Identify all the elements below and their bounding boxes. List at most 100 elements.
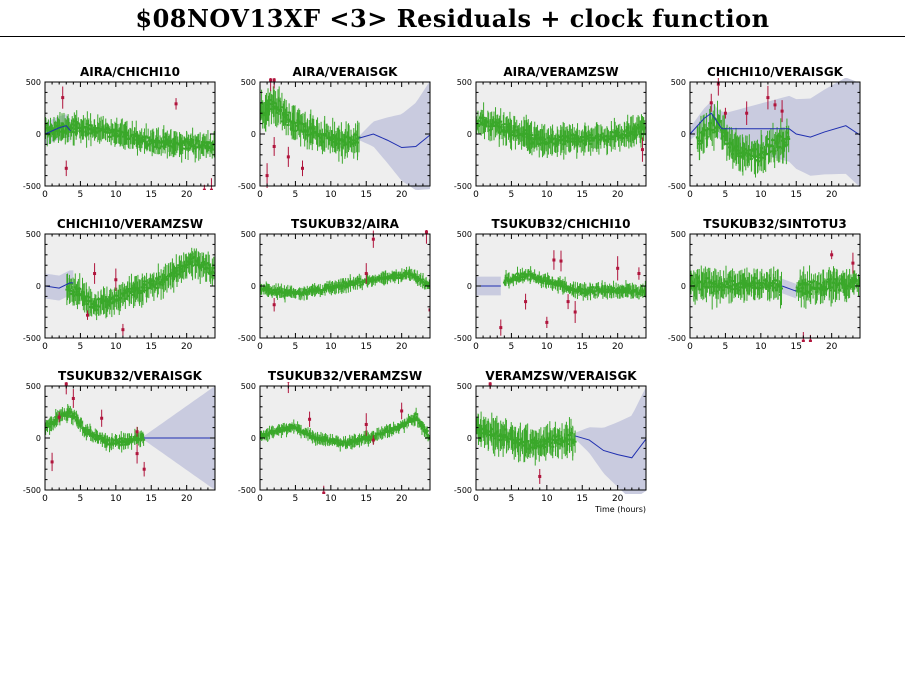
- x-tick-label: 5: [293, 342, 299, 352]
- x-tick-label: 10: [541, 342, 553, 352]
- flagged-point: [745, 111, 749, 115]
- x-tick-label: 0: [42, 342, 48, 352]
- baseline-title: TSUKUB32/VERAMZSW: [268, 369, 422, 383]
- x-tick-label: 5: [293, 190, 299, 200]
- flagged-point: [709, 101, 713, 105]
- x-tick-label: 10: [110, 342, 122, 352]
- flagged-point: [308, 417, 312, 421]
- y-tick-label: -500: [238, 182, 256, 191]
- flagged-point: [524, 300, 528, 304]
- x-tick-label: 15: [361, 342, 372, 352]
- flagged-point: [64, 382, 68, 386]
- x-tick-label: 15: [146, 342, 157, 352]
- x-tick-label: 5: [723, 190, 729, 200]
- y-tick-label: 0: [467, 434, 472, 443]
- flagged-point: [50, 460, 54, 464]
- y-tick-label: 500: [457, 382, 472, 391]
- flagged-point: [272, 303, 276, 307]
- flagged-point: [723, 111, 727, 115]
- flagged-point: [773, 103, 777, 107]
- flagged-point: [265, 174, 269, 178]
- x-tick-label: 20: [181, 494, 193, 504]
- baseline-title: VERAMZSW/VERAISGK: [485, 369, 637, 383]
- y-tick-label: -500: [454, 486, 472, 495]
- y-tick-label: -500: [668, 182, 686, 191]
- flagged-point: [640, 148, 644, 152]
- x-tick-label: 15: [577, 342, 588, 352]
- x-tick-label: 10: [755, 342, 767, 352]
- baseline-title: TSUKUB32/AIRA: [291, 217, 400, 231]
- x-tick-label: 10: [541, 190, 553, 200]
- x-tick-label: 20: [826, 190, 838, 200]
- y-tick-label: -500: [23, 334, 41, 343]
- baseline-title: AIRA/VERAMZSW: [503, 65, 618, 79]
- y-tick-label: 500: [26, 78, 41, 87]
- y-tick-label: 0: [251, 130, 256, 139]
- flagged-point: [364, 422, 368, 426]
- baseline-title: TSUKUB32/SINTOTU3: [703, 217, 846, 231]
- flagged-point: [269, 78, 273, 82]
- flagged-point: [428, 308, 430, 312]
- y-tick-label: -500: [238, 486, 256, 495]
- clock-uncertainty-band: [575, 387, 646, 494]
- flagged-point: [559, 259, 563, 263]
- y-tick-label: -500: [238, 334, 256, 343]
- x-tick-label: 5: [723, 342, 729, 352]
- flagged-point: [616, 266, 620, 270]
- flagged-point: [57, 415, 61, 419]
- flagged-point: [566, 300, 570, 304]
- clock-function-line: [359, 133, 430, 149]
- flagged-point: [64, 166, 68, 170]
- plot-content: [476, 102, 646, 162]
- y-tick-label: 0: [467, 130, 472, 139]
- x-tick-label: 0: [257, 342, 263, 352]
- x-tick-label: 5: [509, 494, 515, 504]
- x-tick-label: 5: [509, 342, 515, 352]
- x-axis-label: Time (hours): [594, 505, 646, 514]
- flagged-point: [637, 272, 641, 276]
- x-tick-label: 0: [473, 190, 479, 200]
- plot-content: [260, 78, 430, 190]
- clock-uncertainty-band: [690, 78, 860, 188]
- x-tick-label: 20: [612, 190, 624, 200]
- x-tick-label: 15: [146, 494, 157, 504]
- flagged-point: [322, 491, 326, 494]
- y-tick-label: 500: [26, 230, 41, 239]
- x-tick-label: 15: [791, 342, 802, 352]
- baseline-title: CHICHI10/VERAMZSW: [57, 217, 203, 231]
- y-tick-label: 500: [457, 78, 472, 87]
- flagged-point: [121, 328, 125, 332]
- x-tick-label: 20: [396, 494, 408, 504]
- clock-function-line: [781, 285, 797, 292]
- flagged-point: [552, 258, 556, 262]
- plot-content: [476, 250, 646, 336]
- y-tick-label: -500: [23, 486, 41, 495]
- y-tick-label: -500: [668, 334, 686, 343]
- y-tick-label: 0: [467, 282, 472, 291]
- x-tick-label: 20: [612, 494, 624, 504]
- flagged-point: [780, 109, 784, 113]
- x-tick-label: 0: [42, 494, 48, 504]
- flagged-point: [538, 474, 542, 478]
- clock-function-line: [45, 282, 74, 289]
- flagged-point: [371, 438, 375, 442]
- flagged-point: [499, 326, 503, 330]
- y-tick-label: 500: [671, 230, 686, 239]
- x-tick-label: 5: [78, 190, 84, 200]
- x-tick-label: 10: [325, 494, 337, 504]
- x-tick-label: 10: [325, 342, 337, 352]
- flagged-point: [851, 261, 855, 265]
- x-tick-label: 20: [612, 342, 624, 352]
- x-tick-label: 10: [755, 190, 767, 200]
- x-tick-label: 5: [509, 190, 515, 200]
- plot-area: [260, 386, 430, 490]
- plot-content: [45, 86, 215, 190]
- plot-content: [260, 382, 430, 494]
